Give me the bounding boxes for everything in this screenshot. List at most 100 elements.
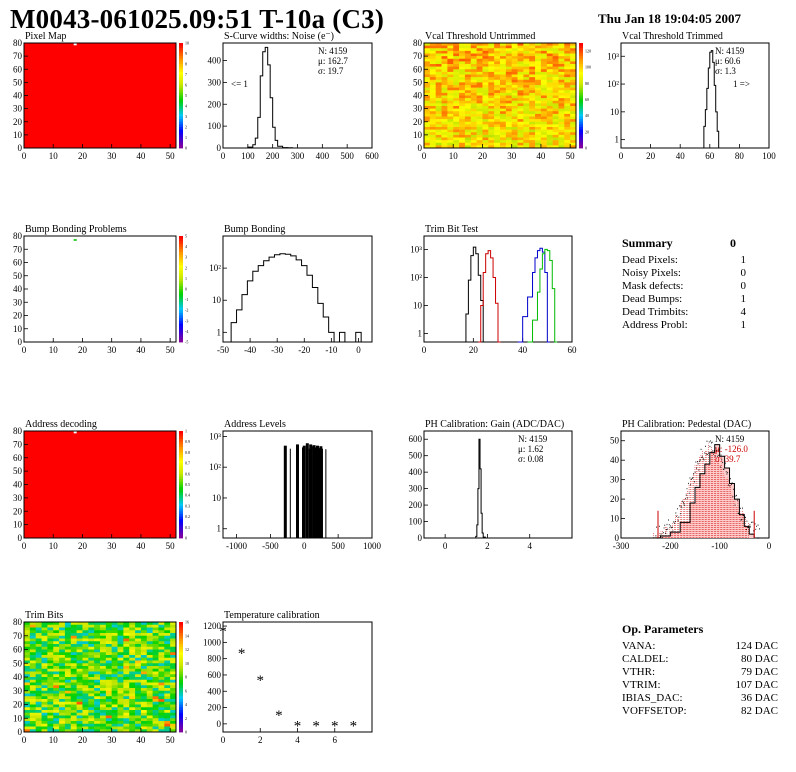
y-tick-label: 10² bbox=[209, 263, 221, 273]
heatmap-cell bbox=[146, 652, 153, 656]
x-tick-label: -200 bbox=[662, 541, 679, 551]
heatmap-cell bbox=[558, 108, 565, 112]
heatmap-cell bbox=[100, 718, 107, 722]
color-scale-step bbox=[179, 718, 183, 722]
heatmap-cell bbox=[529, 140, 536, 144]
heatmap-cell bbox=[88, 677, 95, 681]
y-tick-label: 1000 bbox=[203, 637, 222, 647]
heatmap-cell bbox=[164, 666, 171, 670]
heatmap-cell bbox=[100, 622, 107, 626]
x-tick-label: 500 bbox=[331, 541, 345, 551]
heatmap-cell bbox=[53, 668, 60, 672]
heatmap-cell bbox=[488, 106, 495, 109]
heatmap-cell bbox=[164, 704, 171, 708]
heatmap-cell bbox=[146, 729, 153, 733]
summary-label: Mask defects: bbox=[622, 280, 684, 292]
heatmap-cell bbox=[129, 660, 136, 664]
heatmap-cell bbox=[429, 132, 436, 136]
heatmap-cell bbox=[500, 127, 507, 130]
heatmap-cell bbox=[111, 649, 118, 653]
heatmap-cell bbox=[129, 644, 136, 648]
heatmap-cell bbox=[94, 668, 101, 672]
heatmap-cell bbox=[459, 106, 466, 109]
heatmap-cell bbox=[429, 87, 436, 91]
heatmap-cell bbox=[459, 79, 466, 83]
heatmap-cell bbox=[529, 100, 536, 104]
heatmap-cell bbox=[529, 108, 536, 112]
heatmap-cell bbox=[170, 721, 177, 725]
heatmap-cell bbox=[447, 100, 454, 104]
color-scale-label: 3 bbox=[185, 255, 187, 260]
heatmap-cell bbox=[453, 82, 460, 86]
heatmap-cell bbox=[129, 635, 136, 639]
heatmap-cell bbox=[552, 66, 559, 70]
heatmap-cell bbox=[94, 674, 101, 678]
heatmap-cell bbox=[53, 704, 60, 708]
heatmap-cell bbox=[94, 655, 101, 659]
heatmap-cell bbox=[24, 701, 31, 705]
heatmap-cell bbox=[53, 622, 60, 626]
color-scale-step bbox=[179, 294, 183, 298]
heatmap-cell bbox=[505, 92, 512, 96]
heatmap-cell bbox=[529, 137, 536, 141]
heatmap-cell bbox=[88, 663, 95, 667]
color-scale-label: 0.2 bbox=[185, 514, 190, 519]
heatmap-cell bbox=[146, 657, 153, 661]
heatmap-cell bbox=[117, 710, 124, 714]
color-scale-step bbox=[579, 145, 583, 149]
heatmap-cell bbox=[117, 707, 124, 711]
heatmap-cell bbox=[459, 116, 466, 120]
heatmap-cell bbox=[117, 671, 124, 675]
heatmap-cell bbox=[511, 66, 518, 70]
heatmap-cell bbox=[152, 657, 159, 661]
color-scale-step bbox=[179, 638, 183, 642]
heatmap-cell bbox=[164, 726, 171, 730]
heatmap-cell bbox=[53, 712, 60, 716]
heatmap-cell bbox=[164, 699, 171, 703]
heatmap-cell bbox=[476, 134, 483, 138]
heatmap-cell bbox=[82, 666, 89, 670]
heatmap-cell bbox=[470, 116, 477, 120]
heatmap-cell bbox=[453, 142, 460, 146]
heatmap-cell bbox=[129, 710, 136, 714]
heatmap-cell bbox=[70, 649, 77, 653]
y-tick-label: 10² bbox=[410, 272, 422, 282]
heatmap-cell bbox=[53, 723, 60, 727]
heatmap-cell bbox=[453, 98, 460, 102]
heatmap-cell bbox=[35, 721, 42, 725]
heatmap-cell bbox=[70, 627, 77, 631]
heatmap-cell bbox=[424, 111, 431, 115]
heatmap-cell bbox=[535, 58, 542, 62]
color-scale-step bbox=[179, 693, 183, 697]
heatmap-cell bbox=[140, 704, 148, 708]
heatmap-cell bbox=[135, 630, 142, 634]
color-scale-step bbox=[179, 524, 183, 528]
y-tick-label: 0 bbox=[18, 533, 23, 543]
heatmap-cell bbox=[540, 103, 548, 107]
heatmap-cell bbox=[546, 92, 553, 96]
heatmap-cell bbox=[447, 119, 454, 123]
heatmap-cell bbox=[82, 668, 89, 672]
heatmap-cell bbox=[158, 729, 165, 733]
heatmap-cell bbox=[105, 649, 112, 653]
heatmap-cell bbox=[88, 622, 95, 626]
heatmap-cell bbox=[24, 655, 31, 659]
color-scale-step bbox=[179, 465, 183, 469]
heatmap-cell bbox=[570, 119, 577, 123]
color-scale-step bbox=[179, 281, 183, 285]
heatmap-cell bbox=[459, 137, 466, 141]
heatmap-cell bbox=[540, 87, 548, 91]
data-series-line bbox=[527, 248, 558, 343]
heatmap-cell bbox=[47, 668, 54, 672]
color-scale-label: -1 bbox=[185, 297, 188, 302]
heatmap-cell bbox=[424, 50, 431, 54]
heatmap-cell bbox=[523, 132, 530, 136]
heatmap-cell bbox=[158, 679, 165, 683]
heatmap-cell bbox=[488, 124, 495, 128]
heatmap-cell bbox=[64, 677, 72, 681]
x-tick-label: 50 bbox=[166, 541, 176, 551]
heatmap-cell bbox=[470, 87, 477, 91]
heatmap-cell bbox=[111, 657, 118, 661]
color-scale-step bbox=[179, 92, 183, 96]
heatmap-cell bbox=[482, 113, 489, 117]
